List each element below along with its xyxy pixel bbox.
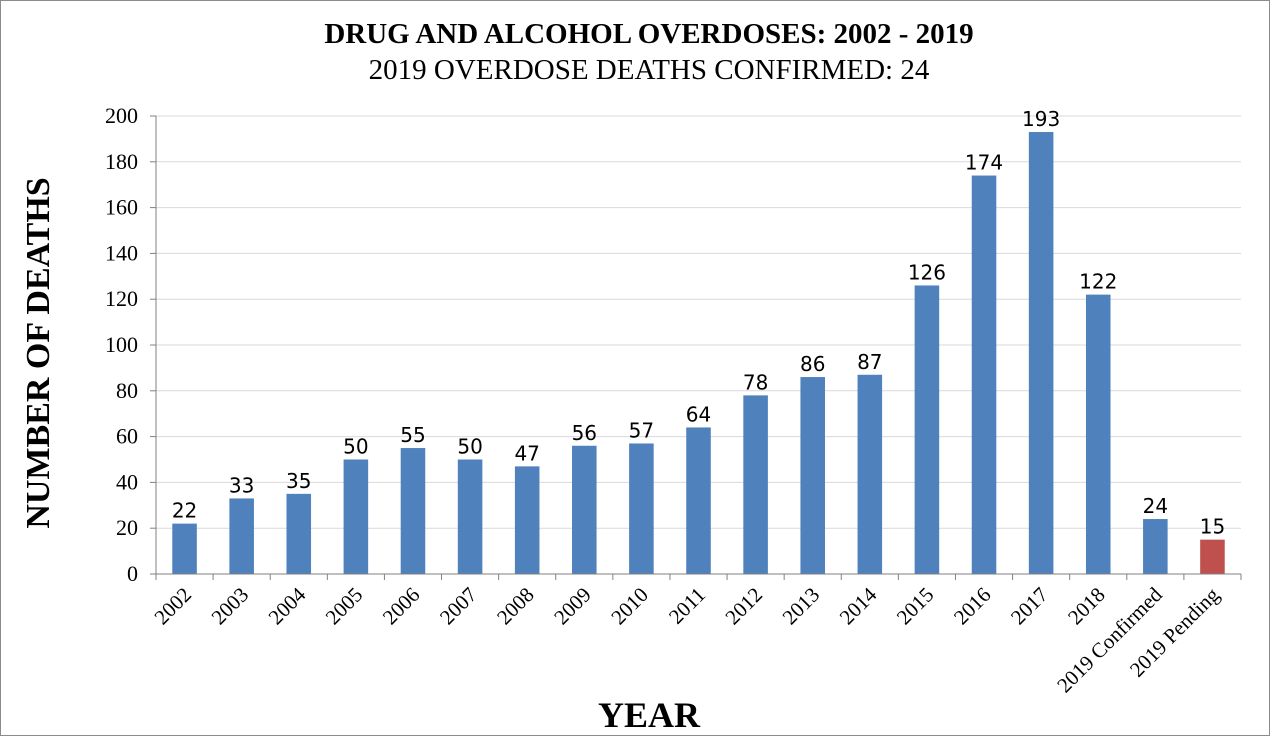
x-tick-label: 2018 bbox=[1063, 583, 1110, 630]
data-label: 78 bbox=[743, 370, 768, 394]
x-tick-label: 2014 bbox=[835, 582, 882, 629]
x-tick-label: 2010 bbox=[606, 583, 653, 630]
y-tick-label: 200 bbox=[105, 103, 138, 128]
bar-2014 bbox=[857, 374, 883, 574]
y-tick-label: 160 bbox=[105, 195, 138, 220]
data-label: 24 bbox=[1143, 494, 1168, 518]
x-tick-label: 2013 bbox=[778, 583, 825, 630]
data-label: 15 bbox=[1200, 515, 1225, 539]
y-tick-label: 120 bbox=[105, 286, 138, 311]
gridlines bbox=[156, 115, 1241, 529]
bar-2011 bbox=[686, 427, 711, 574]
bar-2005 bbox=[343, 459, 369, 574]
bar-2018 bbox=[1085, 294, 1111, 574]
data-label: 57 bbox=[629, 418, 654, 442]
bar-2019-confirmed bbox=[1143, 519, 1168, 574]
bar-2010 bbox=[629, 443, 654, 574]
x-tick-label: 2002 bbox=[149, 583, 196, 630]
data-label: 47 bbox=[514, 441, 539, 465]
data-label: 122 bbox=[1079, 270, 1117, 294]
data-label: 33 bbox=[229, 473, 254, 497]
bar-2017 bbox=[1028, 132, 1054, 574]
x-tick-label: 2004 bbox=[264, 582, 311, 629]
x-tick-label: 2009 bbox=[549, 583, 596, 630]
y-axis-title: NUMBER OF DEATHS bbox=[20, 177, 57, 528]
data-label: 50 bbox=[457, 435, 482, 459]
data-labels: 22 33 35 50 55 50 47 56 57 64 78 86 87 126 174 193 122 24… bbox=[172, 107, 1225, 539]
x-tick-label: 2016 bbox=[949, 583, 996, 630]
y-tick-label: 20 bbox=[116, 515, 138, 540]
x-axis-title: YEAR bbox=[598, 695, 701, 735]
y-tick-label: 40 bbox=[116, 469, 138, 494]
data-label: 22 bbox=[172, 499, 197, 523]
x-tick-label: 2017 bbox=[1006, 583, 1053, 630]
y-tick-label: 180 bbox=[105, 149, 138, 174]
y-tick-label: 100 bbox=[105, 332, 138, 357]
chart-subtitle: 2019 OVERDOSE DEATHS CONFIRMED: 24 bbox=[369, 54, 930, 86]
bar-2019-pending bbox=[1200, 539, 1225, 574]
y-tick-label: 140 bbox=[105, 240, 138, 265]
data-label: 126 bbox=[908, 260, 946, 284]
bar-2015 bbox=[914, 285, 940, 574]
x-tick-label: 2005 bbox=[321, 583, 368, 630]
x-tick-label: 2012 bbox=[720, 583, 767, 630]
chart-title: DRUG AND ALCOHOL OVERDOSES: 2002 - 2019 bbox=[324, 18, 973, 50]
bar-2003 bbox=[229, 498, 254, 574]
y-tick-label: 60 bbox=[116, 424, 138, 449]
data-label: 50 bbox=[343, 435, 368, 459]
data-label: 56 bbox=[572, 421, 597, 445]
bar-2009 bbox=[572, 445, 597, 574]
bar-2004 bbox=[286, 493, 312, 574]
x-tick-labels: 2002 2003 2004 2005 2006 2007 2008 2009 2010 2011… bbox=[149, 582, 1224, 697]
bar-2016 bbox=[971, 175, 997, 575]
y-tick-labels: 0 20 40 60 80 100 120 140 160 180 200 bbox=[105, 103, 138, 586]
data-label: 87 bbox=[857, 350, 882, 374]
x-tick-label: 2011 bbox=[664, 583, 710, 629]
bar-2006 bbox=[400, 448, 426, 574]
bar-2002 bbox=[172, 523, 197, 574]
data-label: 86 bbox=[800, 352, 825, 376]
bars bbox=[172, 132, 1225, 575]
bar-2007 bbox=[457, 459, 483, 574]
x-tick-label: 2008 bbox=[492, 583, 539, 630]
x-tick-label: 2003 bbox=[207, 583, 254, 630]
y-tick-label: 80 bbox=[116, 378, 138, 403]
data-label: 35 bbox=[286, 469, 311, 493]
bar-2008 bbox=[514, 466, 540, 574]
data-label: 55 bbox=[400, 423, 425, 447]
axes bbox=[150, 115, 1242, 580]
data-label: 64 bbox=[686, 402, 711, 426]
x-tick-label: 2006 bbox=[378, 583, 425, 630]
bar-2013 bbox=[800, 377, 825, 574]
y-tick-label: 0 bbox=[127, 561, 138, 586]
x-tick-label: 2015 bbox=[892, 583, 939, 630]
x-tick-label: 2007 bbox=[435, 583, 482, 630]
data-label: 174 bbox=[965, 151, 1003, 175]
data-label: 193 bbox=[1022, 107, 1060, 131]
bar-2012 bbox=[743, 395, 768, 574]
